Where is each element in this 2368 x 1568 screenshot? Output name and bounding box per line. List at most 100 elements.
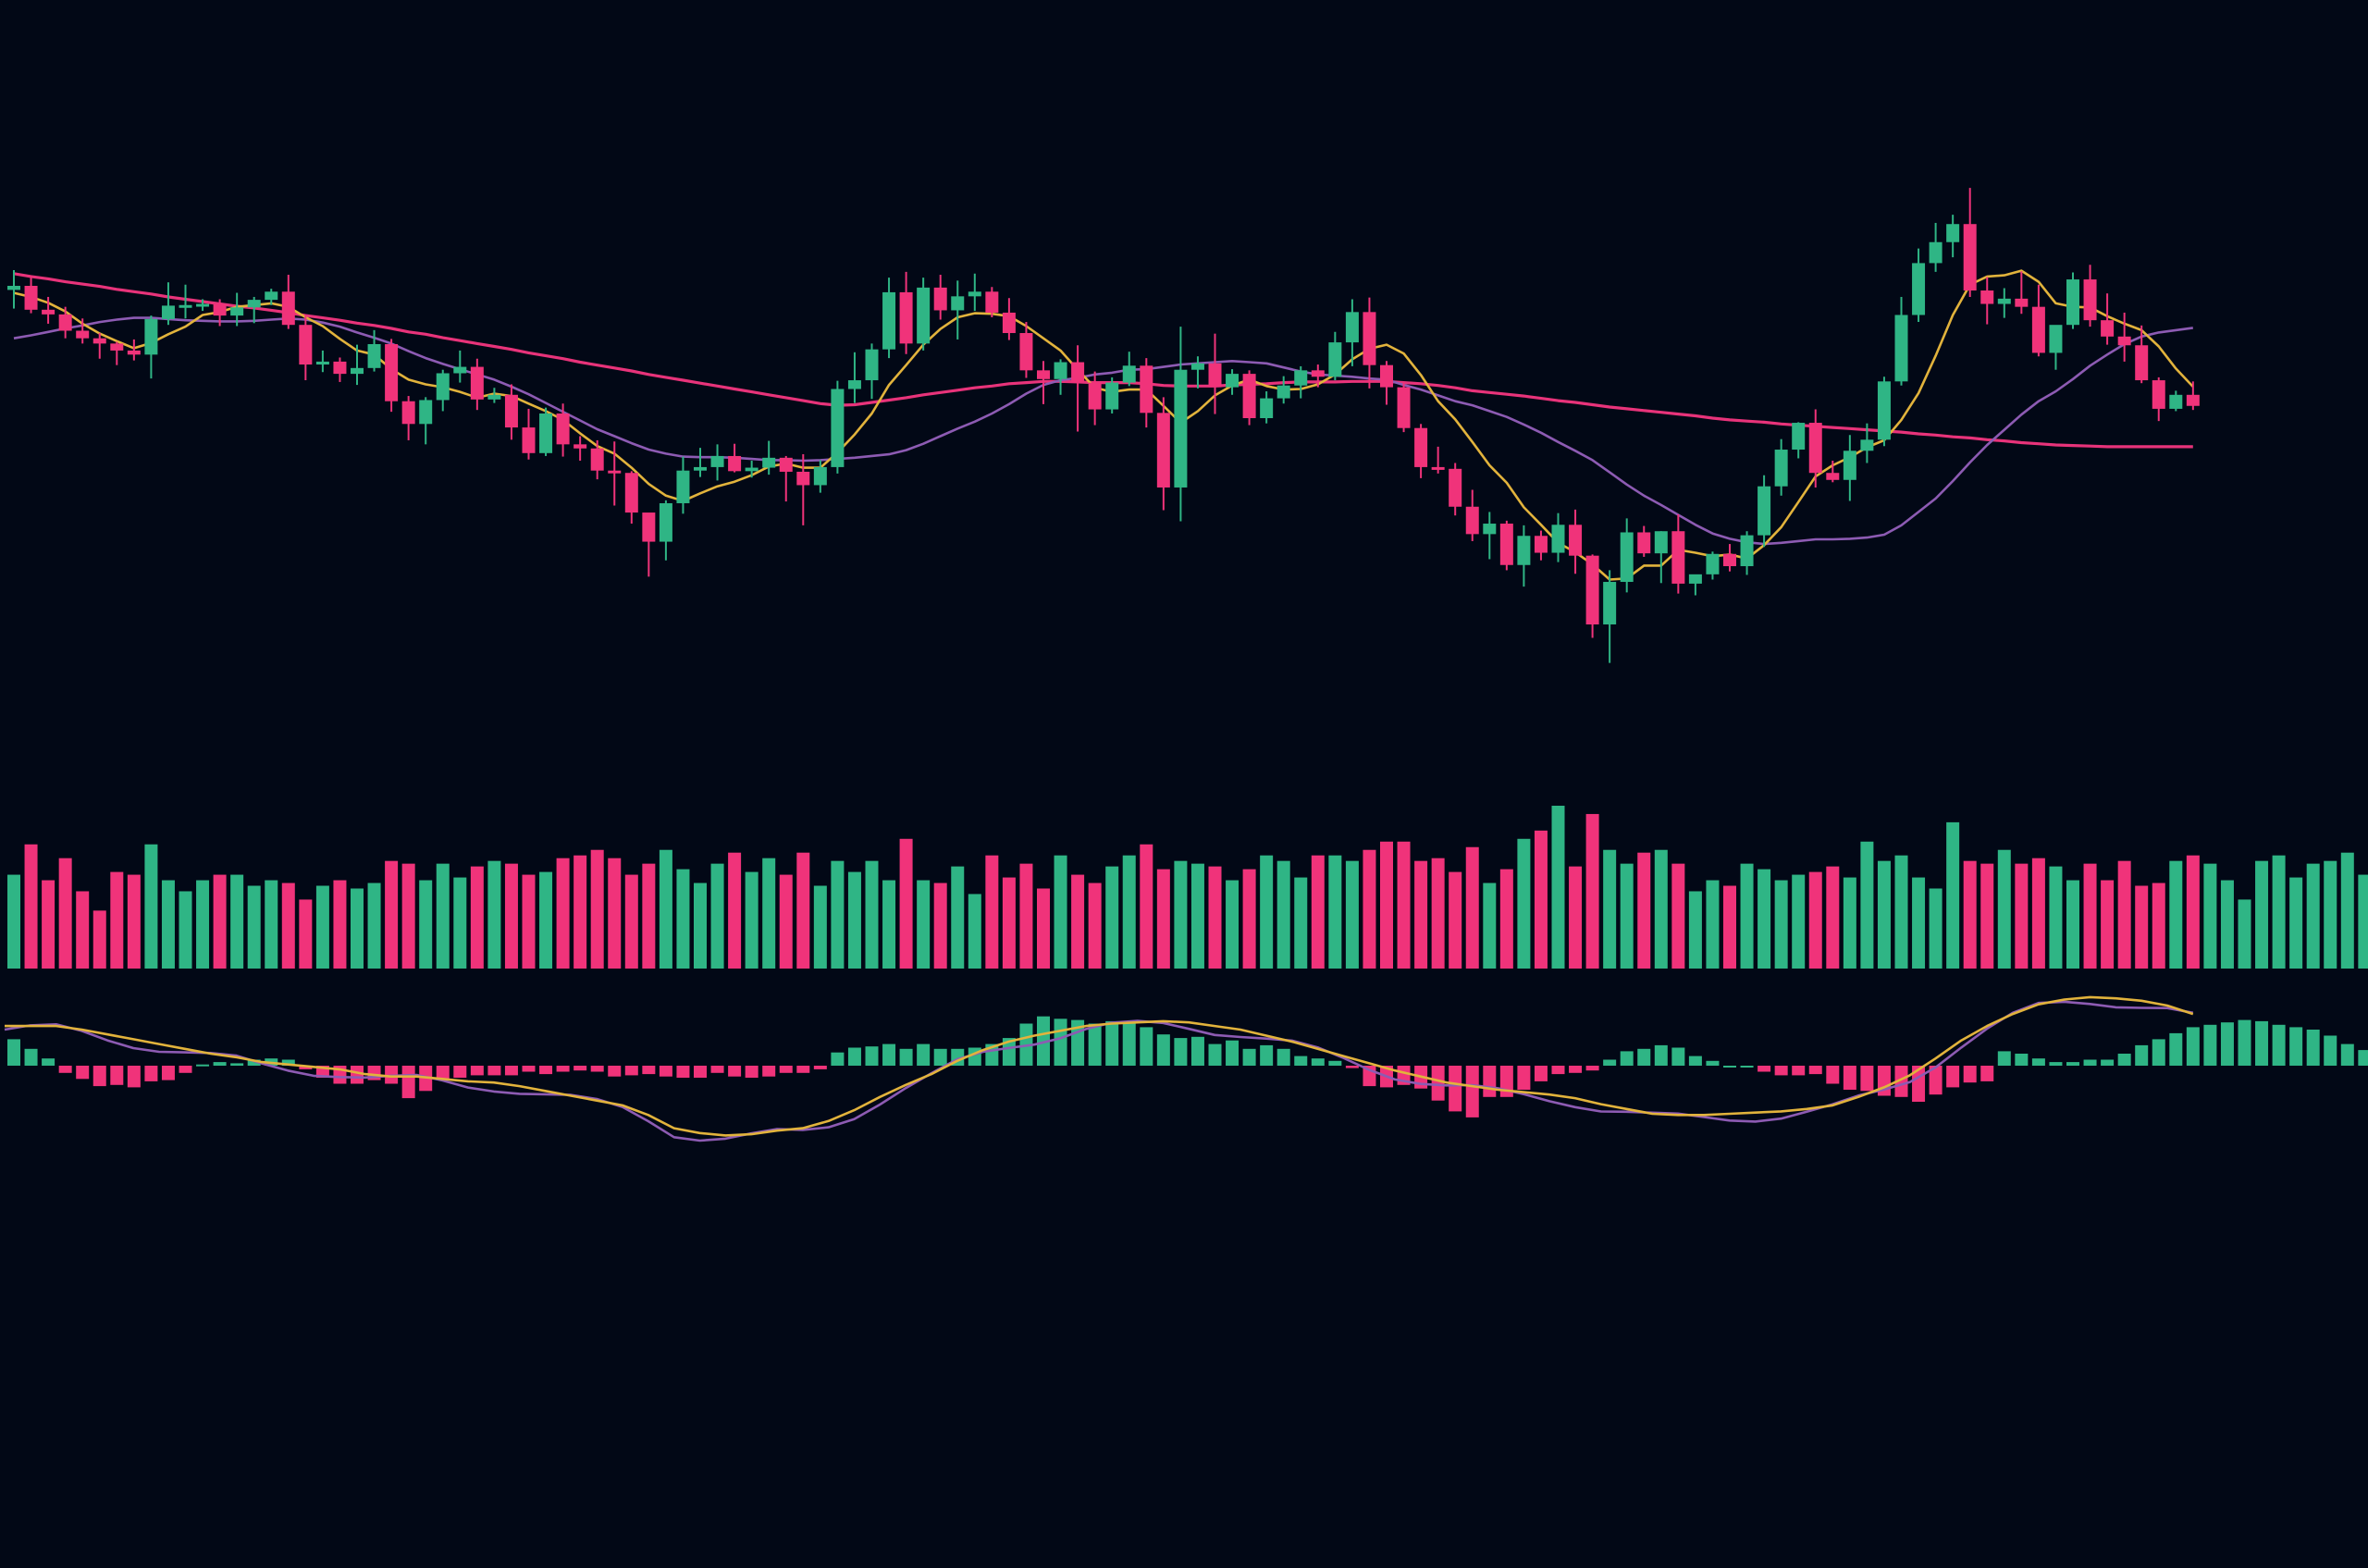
candle bbox=[728, 443, 742, 473]
candle bbox=[1808, 409, 1822, 488]
candle bbox=[1792, 422, 1806, 459]
candle bbox=[1774, 438, 1788, 496]
volume-bar bbox=[76, 891, 90, 969]
volume-bar bbox=[2101, 880, 2115, 969]
candle bbox=[1311, 364, 1325, 388]
candle bbox=[1345, 299, 1359, 366]
volume-bar bbox=[985, 855, 999, 969]
macd-histogram-bar bbox=[2340, 1043, 2354, 1066]
candle bbox=[1946, 215, 1960, 258]
candle bbox=[76, 318, 90, 344]
macd-histogram-bar bbox=[574, 1066, 587, 1071]
candle-body bbox=[847, 380, 861, 389]
volume-bar bbox=[2238, 899, 2251, 969]
candle bbox=[1140, 358, 1153, 428]
candle bbox=[299, 315, 313, 381]
candle-body bbox=[968, 291, 981, 297]
candle bbox=[1226, 369, 1240, 395]
moving-average-mid-line bbox=[13, 316, 2193, 546]
candle-body bbox=[1740, 535, 1754, 567]
candle-body bbox=[1483, 524, 1497, 535]
volume-bar bbox=[1397, 841, 1411, 969]
volume-bar bbox=[1037, 888, 1050, 969]
volume-bar bbox=[1963, 860, 1977, 969]
volume-bar bbox=[315, 885, 329, 969]
volume-bar bbox=[1483, 883, 1497, 969]
candle bbox=[1088, 371, 1102, 426]
candle bbox=[2117, 312, 2131, 362]
candle bbox=[1826, 460, 1840, 483]
candle-body bbox=[1397, 387, 1411, 428]
candle bbox=[745, 460, 758, 478]
candle-body bbox=[745, 467, 758, 472]
volume-bar bbox=[2066, 880, 2079, 969]
candle bbox=[1363, 297, 1376, 389]
candle-body bbox=[419, 400, 433, 425]
macd-histogram-bar bbox=[779, 1066, 793, 1073]
macd-histogram-bar bbox=[1946, 1066, 1960, 1088]
macd-histogram-bar bbox=[1156, 1034, 1170, 1066]
candle-body bbox=[453, 366, 467, 374]
candle bbox=[419, 397, 433, 445]
candle bbox=[333, 357, 347, 382]
candle-body bbox=[1071, 362, 1085, 383]
candle bbox=[2015, 271, 2029, 315]
candle bbox=[367, 329, 381, 372]
macd-histogram-bar bbox=[1740, 1066, 1754, 1068]
candle-body bbox=[24, 285, 38, 310]
volume-bar bbox=[2306, 863, 2320, 969]
candle-body bbox=[1037, 370, 1050, 379]
candle-body bbox=[1345, 312, 1359, 343]
volume-bar bbox=[453, 877, 467, 969]
volume-bar bbox=[1363, 849, 1376, 969]
candle bbox=[230, 292, 244, 327]
candle-body bbox=[1929, 241, 1942, 264]
macd-histogram-bar bbox=[24, 1048, 38, 1066]
candle-body bbox=[917, 287, 931, 344]
macd-histogram-bar bbox=[1808, 1066, 1822, 1075]
volume-bar bbox=[1019, 863, 1033, 969]
volume-bar bbox=[470, 866, 484, 969]
candle bbox=[213, 299, 227, 327]
volume-bar bbox=[1826, 866, 1840, 969]
candle bbox=[1122, 352, 1136, 387]
candle bbox=[831, 380, 845, 474]
volume-bar bbox=[110, 871, 124, 969]
candle-body bbox=[1620, 532, 1634, 583]
volume-bar bbox=[2358, 874, 2368, 969]
volume-bar bbox=[1603, 849, 1617, 969]
candle bbox=[1877, 377, 1891, 447]
candle-body bbox=[299, 325, 313, 365]
volume-bar bbox=[539, 871, 553, 969]
candle-body bbox=[1380, 364, 1393, 388]
candle-body bbox=[1551, 525, 1565, 553]
macd-histogram-bar bbox=[1654, 1044, 1668, 1066]
volume-bar bbox=[1637, 852, 1651, 969]
candle bbox=[762, 440, 776, 475]
candle bbox=[1294, 365, 1308, 399]
volume-bar bbox=[1260, 855, 1274, 969]
candle-body bbox=[2152, 380, 2165, 409]
macd-histogram-bar bbox=[1449, 1066, 1462, 1112]
volume-bar bbox=[933, 883, 947, 969]
candle bbox=[1723, 544, 1736, 572]
candle-body bbox=[179, 304, 192, 308]
macd-histogram-bar bbox=[917, 1043, 931, 1066]
candle-body bbox=[676, 470, 690, 503]
volume-bar bbox=[556, 858, 570, 969]
candle-body bbox=[401, 401, 415, 425]
candle-body bbox=[1449, 468, 1462, 507]
candle-body bbox=[539, 413, 553, 453]
volume-bar bbox=[127, 874, 141, 969]
candle-body bbox=[779, 457, 793, 472]
volume-bar bbox=[1122, 855, 1136, 969]
volume-bar bbox=[333, 880, 347, 969]
macd-histogram-bar bbox=[2186, 1027, 2200, 1066]
macd-histogram-bar bbox=[504, 1066, 518, 1076]
price-panel bbox=[7, 188, 2200, 663]
volume-bar bbox=[1980, 863, 1994, 969]
macd-histogram-bar bbox=[1054, 1019, 1067, 1066]
volume-bar bbox=[2220, 880, 2234, 969]
candle bbox=[247, 296, 261, 324]
candle-body bbox=[487, 394, 501, 400]
